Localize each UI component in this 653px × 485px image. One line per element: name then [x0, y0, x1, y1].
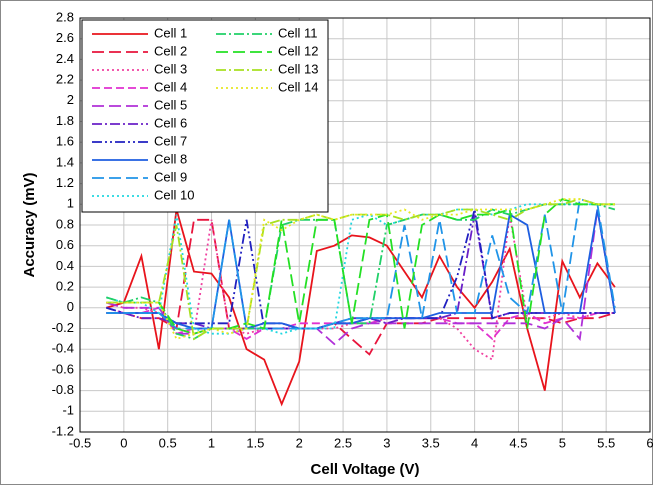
legend-label: Cell 11 — [278, 25, 318, 40]
y-tick-label: 2.4 — [56, 51, 74, 66]
legend-label: Cell 12 — [278, 43, 318, 58]
series-line — [106, 203, 615, 335]
y-tick-label: 1.6 — [56, 134, 74, 149]
y-tick-label: 1.2 — [56, 175, 74, 190]
legend-label: Cell 5 — [154, 97, 187, 112]
legend-label: Cell 10 — [154, 187, 194, 202]
series-line — [106, 198, 615, 340]
x-tick-label: 5.5 — [597, 435, 615, 450]
series-line — [106, 214, 615, 362]
x-tick-label: 1 — [208, 435, 215, 450]
lines — [106, 197, 616, 407]
legend-label: Cell 3 — [154, 61, 187, 76]
x-tick-label: 6 — [646, 435, 653, 450]
x-tick-label: 5 — [559, 435, 566, 450]
y-tick-label: 2.2 — [56, 72, 74, 87]
x-tick-label: 2.5 — [334, 435, 352, 450]
y-tick-label: 0.4 — [56, 258, 74, 273]
legend-label: Cell 6 — [154, 115, 187, 130]
y-tick-label: 2.8 — [56, 9, 74, 24]
legend-label: Cell 2 — [154, 43, 187, 58]
y-tick-label: -1 — [62, 403, 74, 418]
y-tick-label: 1 — [67, 196, 74, 211]
legend-label: Cell 13 — [278, 61, 318, 76]
x-tick-label: 4 — [471, 435, 478, 450]
series-line — [106, 197, 616, 330]
y-tick-label: 0.8 — [56, 216, 74, 231]
y-tick-label: 1.4 — [56, 154, 74, 169]
legend-label: Cell 9 — [154, 169, 187, 184]
y-tick-label: -0.2 — [52, 320, 74, 335]
legend-label: Cell 7 — [154, 133, 187, 148]
series-line — [106, 209, 616, 346]
x-tick-label: 1.5 — [246, 435, 264, 450]
x-tick-label: 3.5 — [422, 435, 440, 450]
legend-label: Cell 14 — [278, 79, 318, 94]
y-tick-label: 0 — [67, 299, 74, 314]
y-tick-label: -0.8 — [52, 382, 74, 397]
y-tick-label: 1.8 — [56, 113, 74, 128]
labels: -1.2 -1 -0.8 -0.6 -0.4 -0.2 0 0.2 0.4 0.6 0.8 1 1.2 1… — [52, 9, 653, 450]
y-tick-label: -0.6 — [52, 361, 74, 376]
series-line — [106, 203, 616, 340]
x-tick-label: 0 — [120, 435, 127, 450]
series-line — [106, 209, 616, 407]
legend-label: Cell 4 — [154, 79, 187, 94]
y-tick-label: -0.4 — [52, 341, 74, 356]
y-tick-label: 2 — [67, 92, 74, 107]
y-axis-title: Accuracy (mV) — [21, 172, 38, 277]
y-tick-label: 0.2 — [56, 279, 74, 294]
series-line — [106, 218, 616, 356]
y-tick-label: 0.6 — [56, 237, 74, 252]
legend: Cell 1 Cell 2 Cell 3 Cell 4 Cell 5 Cell 6 Cell… — [81, 19, 329, 213]
x-axis-title: Cell Voltage (V) — [311, 461, 420, 478]
plot-border — [79, 17, 651, 433]
x-tick-label: 3 — [383, 435, 390, 450]
x-tick-label: -0.5 — [69, 435, 91, 450]
y-tick-label: 2.6 — [56, 30, 74, 45]
y-tick-label: -1.2 — [52, 423, 74, 438]
legend-label: Cell 8 — [154, 151, 187, 166]
x-tick-label: 0.5 — [159, 435, 177, 450]
legend-box — [81, 19, 329, 213]
x-tick-label: 2 — [296, 435, 303, 450]
legend-label: Cell 1 — [154, 25, 187, 40]
x-tick-label: 4.5 — [509, 435, 527, 450]
series-line — [106, 198, 615, 335]
